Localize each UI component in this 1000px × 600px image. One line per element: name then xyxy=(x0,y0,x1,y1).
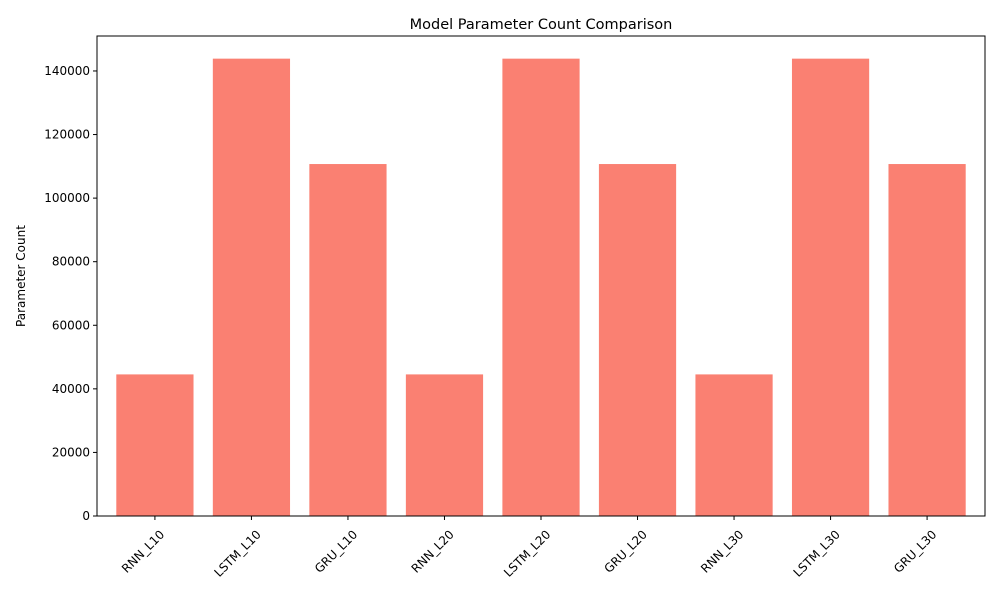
y-tick-label: 60000 xyxy=(52,318,90,332)
x-tick-label: RNN_L10 xyxy=(119,527,167,575)
bars-group xyxy=(116,58,966,517)
y-axis-label: Parameter Count xyxy=(14,225,28,327)
x-tick-label: LSTM_L20 xyxy=(501,527,553,579)
y-tick-label: 100000 xyxy=(44,191,90,205)
y-tick-label: 80000 xyxy=(52,255,90,269)
y-tick-label: 140000 xyxy=(44,64,90,78)
x-tick-label: GRU_L30 xyxy=(891,527,939,575)
bar-lstm-l20 xyxy=(502,58,580,516)
x-axis: RNN_L10 LSTM_L10 GRU_L10 RNN_L20 LSTM_L20 GRU… xyxy=(119,516,939,580)
bar-gru-l30 xyxy=(888,164,966,517)
bar-rnn-l20 xyxy=(405,374,484,516)
x-tick-label: LSTM_L10 xyxy=(211,527,263,579)
y-tick-label: 120000 xyxy=(44,128,90,142)
x-tick-label: LSTM_L30 xyxy=(791,527,843,579)
bar-gru-l20 xyxy=(598,164,677,517)
y-axis: 0 20000 40000 60000 80000 100000 120000 140000 xyxy=(44,64,97,523)
bar-rnn-l10 xyxy=(116,374,194,516)
x-tick-label: RNN_L30 xyxy=(698,527,746,575)
chart-title: Model Parameter Count Comparison xyxy=(410,17,673,33)
x-tick-label: GRU_L10 xyxy=(312,527,360,575)
y-tick-label: 0 xyxy=(82,509,90,523)
plot-frame xyxy=(96,35,986,517)
x-tick-label: RNN_L20 xyxy=(409,527,457,575)
bar-lstm-l10 xyxy=(212,58,291,516)
x-tick-label: GRU_L20 xyxy=(602,527,650,575)
y-tick-label: 40000 xyxy=(52,382,90,396)
y-tick-label: 20000 xyxy=(52,445,90,459)
bar-rnn-l30 xyxy=(695,374,773,516)
bar-lstm-l30 xyxy=(791,58,870,516)
bar-gru-l10 xyxy=(309,164,387,517)
